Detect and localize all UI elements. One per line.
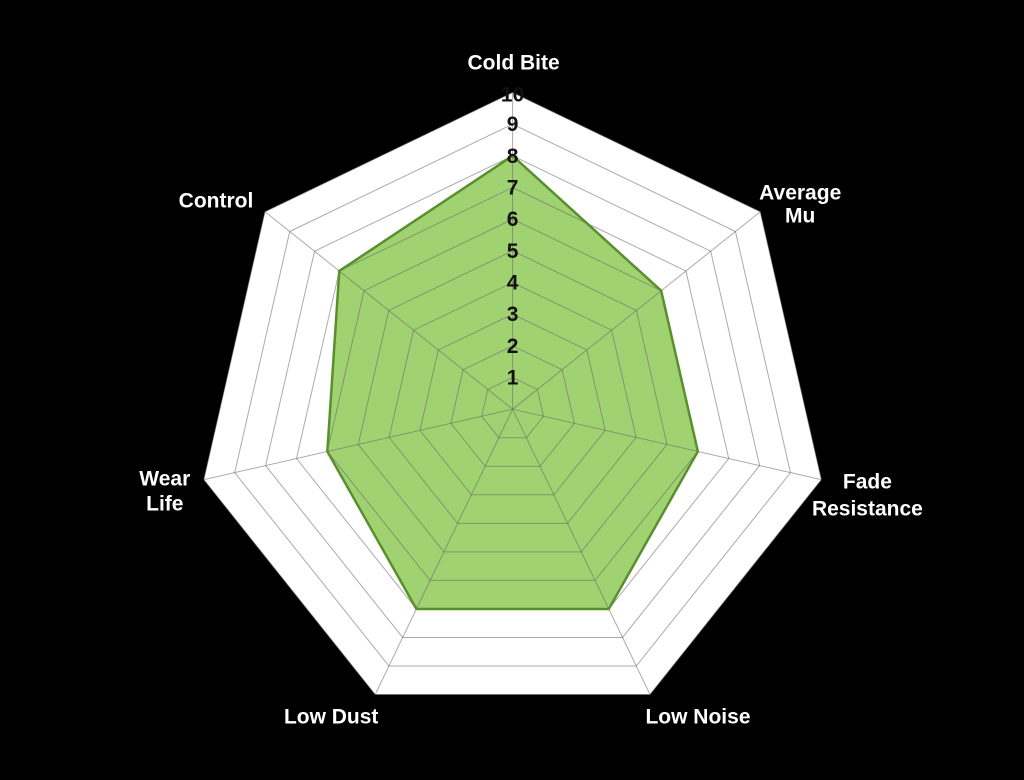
svg-text:Low Dust: Low Dust bbox=[284, 706, 379, 729]
svg-text:9: 9 bbox=[507, 113, 519, 136]
svg-text:5: 5 bbox=[507, 240, 519, 263]
svg-text:3: 3 bbox=[507, 303, 519, 326]
svg-text:Average: Average bbox=[759, 182, 841, 205]
svg-text:6: 6 bbox=[507, 208, 519, 231]
svg-text:Control: Control bbox=[179, 190, 254, 213]
svg-text:Life: Life bbox=[146, 493, 183, 516]
svg-text:10: 10 bbox=[501, 84, 524, 107]
svg-text:4: 4 bbox=[507, 272, 519, 295]
svg-text:Low Noise: Low Noise bbox=[645, 706, 750, 729]
svg-text:Resistance: Resistance bbox=[812, 498, 923, 521]
svg-text:8: 8 bbox=[507, 145, 519, 168]
svg-text:7: 7 bbox=[507, 177, 519, 200]
svg-text:Cold Bite: Cold Bite bbox=[468, 52, 560, 75]
svg-text:1: 1 bbox=[507, 367, 519, 390]
svg-text:Mu: Mu bbox=[785, 205, 815, 228]
svg-text:Wear: Wear bbox=[139, 468, 190, 491]
svg-text:Fade: Fade bbox=[843, 471, 892, 494]
svg-text:2: 2 bbox=[507, 335, 519, 358]
